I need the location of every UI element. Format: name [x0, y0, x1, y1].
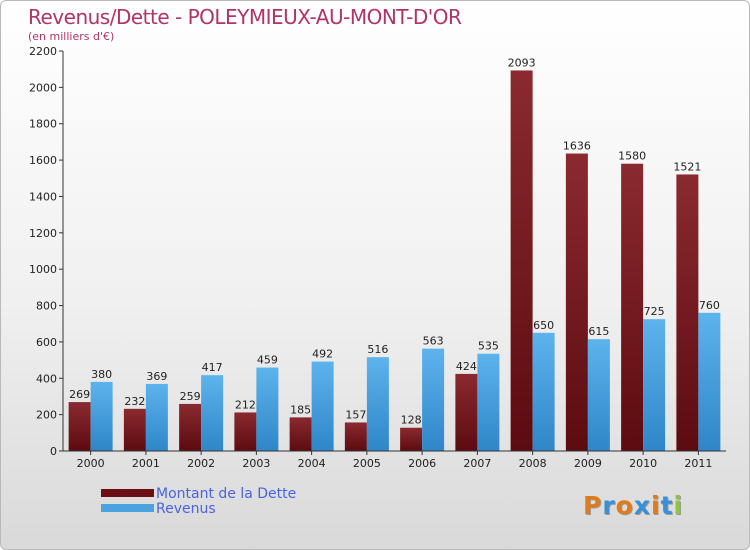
y-tick-label-1200: 1200 — [29, 227, 57, 240]
legend-swatch-revenue — [101, 504, 154, 512]
data-label-revenue-2001: 369 — [146, 370, 167, 383]
data-label-revenue-2000: 380 — [91, 368, 112, 381]
data-label-debt-2007: 424 — [456, 360, 477, 373]
legend-swatch-debt — [101, 489, 154, 497]
y-tick-label-1600: 1600 — [29, 154, 57, 167]
bar-debt-2006 — [400, 427, 423, 451]
bar-debt-2002 — [179, 403, 202, 451]
data-label-revenue-2006: 563 — [423, 335, 444, 348]
x-tick-label-2007: 2007 — [463, 457, 491, 470]
x-tick-label-2005: 2005 — [353, 457, 381, 470]
data-label-debt-2010: 1580 — [618, 150, 646, 163]
bar-revenue-2008 — [532, 332, 555, 451]
y-tick-label-0: 0 — [50, 445, 57, 458]
logo-letter: t — [660, 491, 674, 520]
chart-subtitle: (en milliers d'€) — [28, 30, 115, 43]
bar-debt-2008 — [510, 70, 533, 452]
y-tick-label-1800: 1800 — [29, 118, 57, 131]
y-tick-label-200: 200 — [36, 409, 57, 422]
bar-debt-2009 — [565, 153, 588, 451]
data-label-revenue-2004: 492 — [312, 348, 333, 361]
data-label-revenue-2009: 615 — [588, 325, 609, 338]
bar-debt-2003 — [234, 412, 257, 451]
data-label-debt-2003: 212 — [235, 398, 256, 411]
axes-layer: 2000 2001 2002 2003 2004 2005 2006 2007 2008 2009… — [29, 45, 726, 470]
bar-revenue-2009 — [587, 339, 610, 451]
proxiti-logo: Proxiti — [583, 491, 683, 520]
bar-debt-2000 — [68, 402, 91, 451]
bar-debt-2005 — [344, 422, 367, 451]
data-label-debt-2002: 259 — [180, 390, 201, 403]
data-label-revenue-2007: 535 — [478, 340, 499, 353]
logo-letter: r — [602, 491, 616, 520]
x-tick-label-2009: 2009 — [574, 457, 602, 470]
data-label-debt-2009: 1636 — [563, 140, 591, 153]
legend-label-debt: Montant de la Dette — [156, 486, 297, 502]
y-tick-label-800: 800 — [36, 300, 57, 313]
bar-revenue-2011 — [698, 312, 721, 451]
bar-revenue-2000 — [90, 381, 113, 451]
bar-revenue-2007 — [477, 353, 500, 451]
y-tick-label-2000: 2000 — [29, 81, 57, 94]
y-tick-label-1400: 1400 — [29, 190, 57, 203]
data-label-debt-2000: 269 — [69, 388, 90, 401]
bar-revenue-2004 — [311, 361, 334, 451]
x-tick-label-2011: 2011 — [684, 457, 712, 470]
x-tick-label-2002: 2002 — [187, 457, 215, 470]
logo-letter: i — [673, 491, 684, 520]
bar-revenue-2001 — [145, 383, 168, 451]
bar-debt-2004 — [289, 417, 312, 451]
data-label-debt-2006: 128 — [401, 414, 422, 427]
x-tick-label-2004: 2004 — [298, 457, 326, 470]
data-label-debt-2005: 157 — [345, 408, 366, 421]
logo-letter: x — [633, 491, 651, 520]
bar-debt-2011 — [676, 174, 699, 452]
logo-letter: i — [651, 491, 661, 520]
data-label-debt-2008: 2093 — [508, 56, 536, 69]
x-tick-label-2006: 2006 — [408, 457, 436, 470]
bar-revenue-2006 — [422, 348, 445, 451]
data-label-debt-2004: 185 — [290, 403, 311, 416]
bar-debt-2001 — [123, 408, 146, 451]
data-label-revenue-2002: 417 — [202, 361, 223, 374]
bar-debt-2010 — [621, 163, 644, 451]
data-label-revenue-2005: 516 — [367, 343, 388, 356]
bar-debt-2007 — [455, 373, 478, 451]
x-tick-label-2003: 2003 — [242, 457, 270, 470]
data-label-revenue-2003: 459 — [257, 354, 278, 367]
y-tick-label-2200: 2200 — [29, 45, 57, 58]
data-label-revenue-2008: 650 — [533, 319, 554, 332]
data-label-revenue-2011: 760 — [699, 299, 720, 312]
bar-revenue-2003 — [256, 367, 279, 451]
x-tick-label-2000: 2000 — [77, 457, 105, 470]
y-tick-label-600: 600 — [36, 336, 57, 349]
bar-revenue-2010 — [643, 319, 666, 451]
chart-title: Revenus/Dette - POLEYMIEUX-AU-MONT-D'OR — [28, 5, 462, 29]
x-tick-label-2001: 2001 — [132, 457, 160, 470]
logo-letter: P — [583, 491, 603, 520]
y-tick-label-400: 400 — [36, 372, 57, 385]
legend-label-revenue: Revenus — [156, 501, 216, 517]
y-tick-label-1000: 1000 — [29, 263, 57, 276]
bar-revenue-2002 — [201, 375, 224, 451]
x-tick-label-2008: 2008 — [519, 457, 547, 470]
data-label-debt-2011: 1521 — [673, 160, 701, 173]
data-label-debt-2001: 232 — [124, 395, 145, 408]
x-tick-label-2010: 2010 — [629, 457, 657, 470]
bar-revenue-2005 — [366, 357, 389, 451]
logo-letter: o — [615, 491, 634, 520]
data-label-revenue-2010: 725 — [644, 305, 665, 318]
